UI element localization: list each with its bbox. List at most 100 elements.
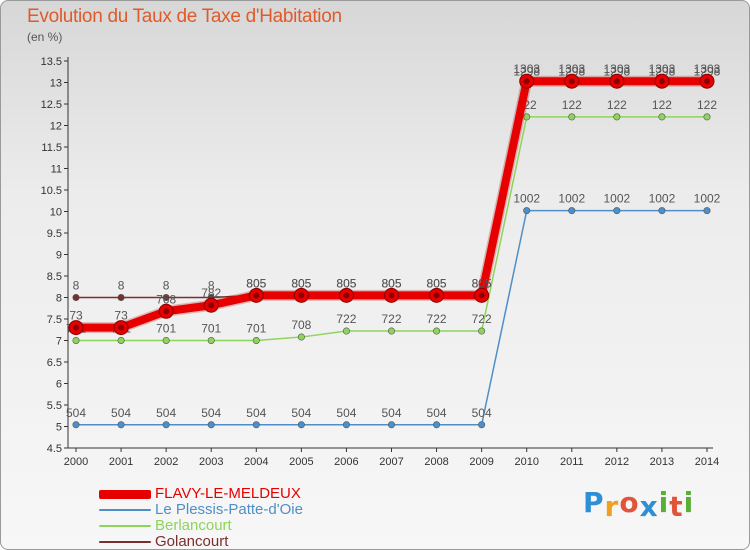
x-tick-label: 2012 xyxy=(605,456,629,468)
data-label: 701 xyxy=(201,322,221,336)
data-label: 805 xyxy=(381,276,401,290)
data-point-core xyxy=(704,78,710,85)
data-point-core xyxy=(433,292,440,299)
data-label: 1298 xyxy=(558,64,585,78)
data-point xyxy=(613,113,621,121)
data-label: 1303 xyxy=(649,62,676,76)
x-tick-label: 2002 xyxy=(154,456,178,468)
legend-item: Golancourt xyxy=(99,534,303,549)
legend-swatch xyxy=(99,509,151,511)
y-tick-label: 8 xyxy=(56,293,62,305)
data-point-core xyxy=(343,292,350,299)
data-label: 504 xyxy=(291,406,311,420)
legend-label: FLAVY-LE-MELDEUX xyxy=(155,485,301,502)
data-point xyxy=(433,327,441,335)
data-point xyxy=(252,336,260,344)
y-tick-label: 11.5 xyxy=(41,142,62,154)
data-label: 504 xyxy=(246,406,266,420)
data-label: 1303 xyxy=(558,62,585,76)
logo-letter: P xyxy=(583,486,605,519)
y-tick-label: 7.5 xyxy=(47,314,62,326)
data-point xyxy=(297,333,305,341)
x-tick-label: 2006 xyxy=(334,456,358,468)
data-point xyxy=(433,421,441,429)
data-label: 805 xyxy=(381,276,401,290)
data-label: 122 xyxy=(607,98,627,112)
data-point xyxy=(478,421,486,429)
data-point-core xyxy=(523,78,530,85)
data-label: 708 xyxy=(291,318,311,332)
data-label: 122 xyxy=(697,98,717,112)
data-point xyxy=(342,421,350,429)
data-point-core xyxy=(73,324,79,331)
y-tick-label: 5.5 xyxy=(47,400,62,412)
data-label: 1298 xyxy=(513,64,540,78)
data-label: 1303 xyxy=(604,62,631,76)
data-point xyxy=(568,113,576,121)
x-tick-label: 2014 xyxy=(695,456,719,468)
data-label: 504 xyxy=(201,406,221,420)
y-tick-label: 13 xyxy=(50,78,62,90)
data-label: 768 xyxy=(156,292,176,306)
data-point xyxy=(117,336,125,344)
x-tick-label: 2003 xyxy=(199,456,223,468)
data-label: 805 xyxy=(246,276,266,290)
data-label: 504 xyxy=(472,406,492,420)
legend-item: FLAVY-LE-MELDEUX xyxy=(99,486,303,502)
x-tick-label: 2013 xyxy=(650,456,674,468)
y-tick-label: 5 xyxy=(56,422,62,434)
legend-swatch xyxy=(99,541,151,543)
chart-unit-label: (en %) xyxy=(27,30,63,44)
data-point xyxy=(162,421,170,429)
data-point xyxy=(162,293,170,301)
data-point-core xyxy=(298,292,305,299)
data-label: 722 xyxy=(472,312,492,326)
y-tick-label: 9.5 xyxy=(47,228,62,240)
y-tick-label: 12.5 xyxy=(41,99,62,111)
chart-legend: FLAVY-LE-MELDEUX Le Plessis-Patte-d'Oie Be… xyxy=(99,486,303,549)
data-point xyxy=(523,207,531,215)
data-point-core xyxy=(388,292,395,299)
data-label: 8 xyxy=(208,279,215,293)
data-label: 701 xyxy=(246,322,266,336)
data-label: 1298 xyxy=(694,64,721,78)
data-label: 8 xyxy=(73,279,80,293)
data-label: 1002 xyxy=(604,192,631,206)
y-tick-label: 10 xyxy=(50,207,62,219)
data-label: 805 xyxy=(472,276,492,290)
data-point xyxy=(568,207,576,215)
data-point-core xyxy=(658,78,665,85)
y-tick-label: 8.5 xyxy=(47,271,62,283)
data-point xyxy=(117,421,125,429)
data-point-core xyxy=(163,308,170,315)
data-label: 805 xyxy=(427,276,447,290)
data-point-core xyxy=(253,292,260,299)
data-point-core xyxy=(208,302,215,309)
data-point xyxy=(703,207,711,215)
data-label: 73 xyxy=(69,309,83,323)
data-point xyxy=(297,421,305,429)
data-point xyxy=(703,113,711,121)
data-point xyxy=(342,327,350,335)
data-point xyxy=(72,293,80,301)
data-point-core xyxy=(478,292,485,299)
data-label: 722 xyxy=(427,312,447,326)
data-label: 504 xyxy=(336,406,356,420)
legend-item: Berlancourt xyxy=(99,518,303,534)
y-tick-label: 12 xyxy=(50,121,62,133)
data-label: 504 xyxy=(381,406,401,420)
data-label: 1298 xyxy=(604,64,631,78)
logo-letter: o xyxy=(619,486,640,519)
data-point-core xyxy=(568,78,575,85)
data-point xyxy=(387,421,395,429)
logo-letter: r xyxy=(604,490,620,523)
x-tick-label: 2001 xyxy=(109,456,133,468)
data-label: 782 xyxy=(201,286,221,300)
data-label: 8 xyxy=(163,279,170,293)
data-point-core xyxy=(613,78,620,85)
data-label: 1002 xyxy=(649,192,676,206)
y-tick-label: 6.5 xyxy=(47,357,62,369)
y-tick-label: 6 xyxy=(56,379,62,391)
data-label: 504 xyxy=(427,406,447,420)
